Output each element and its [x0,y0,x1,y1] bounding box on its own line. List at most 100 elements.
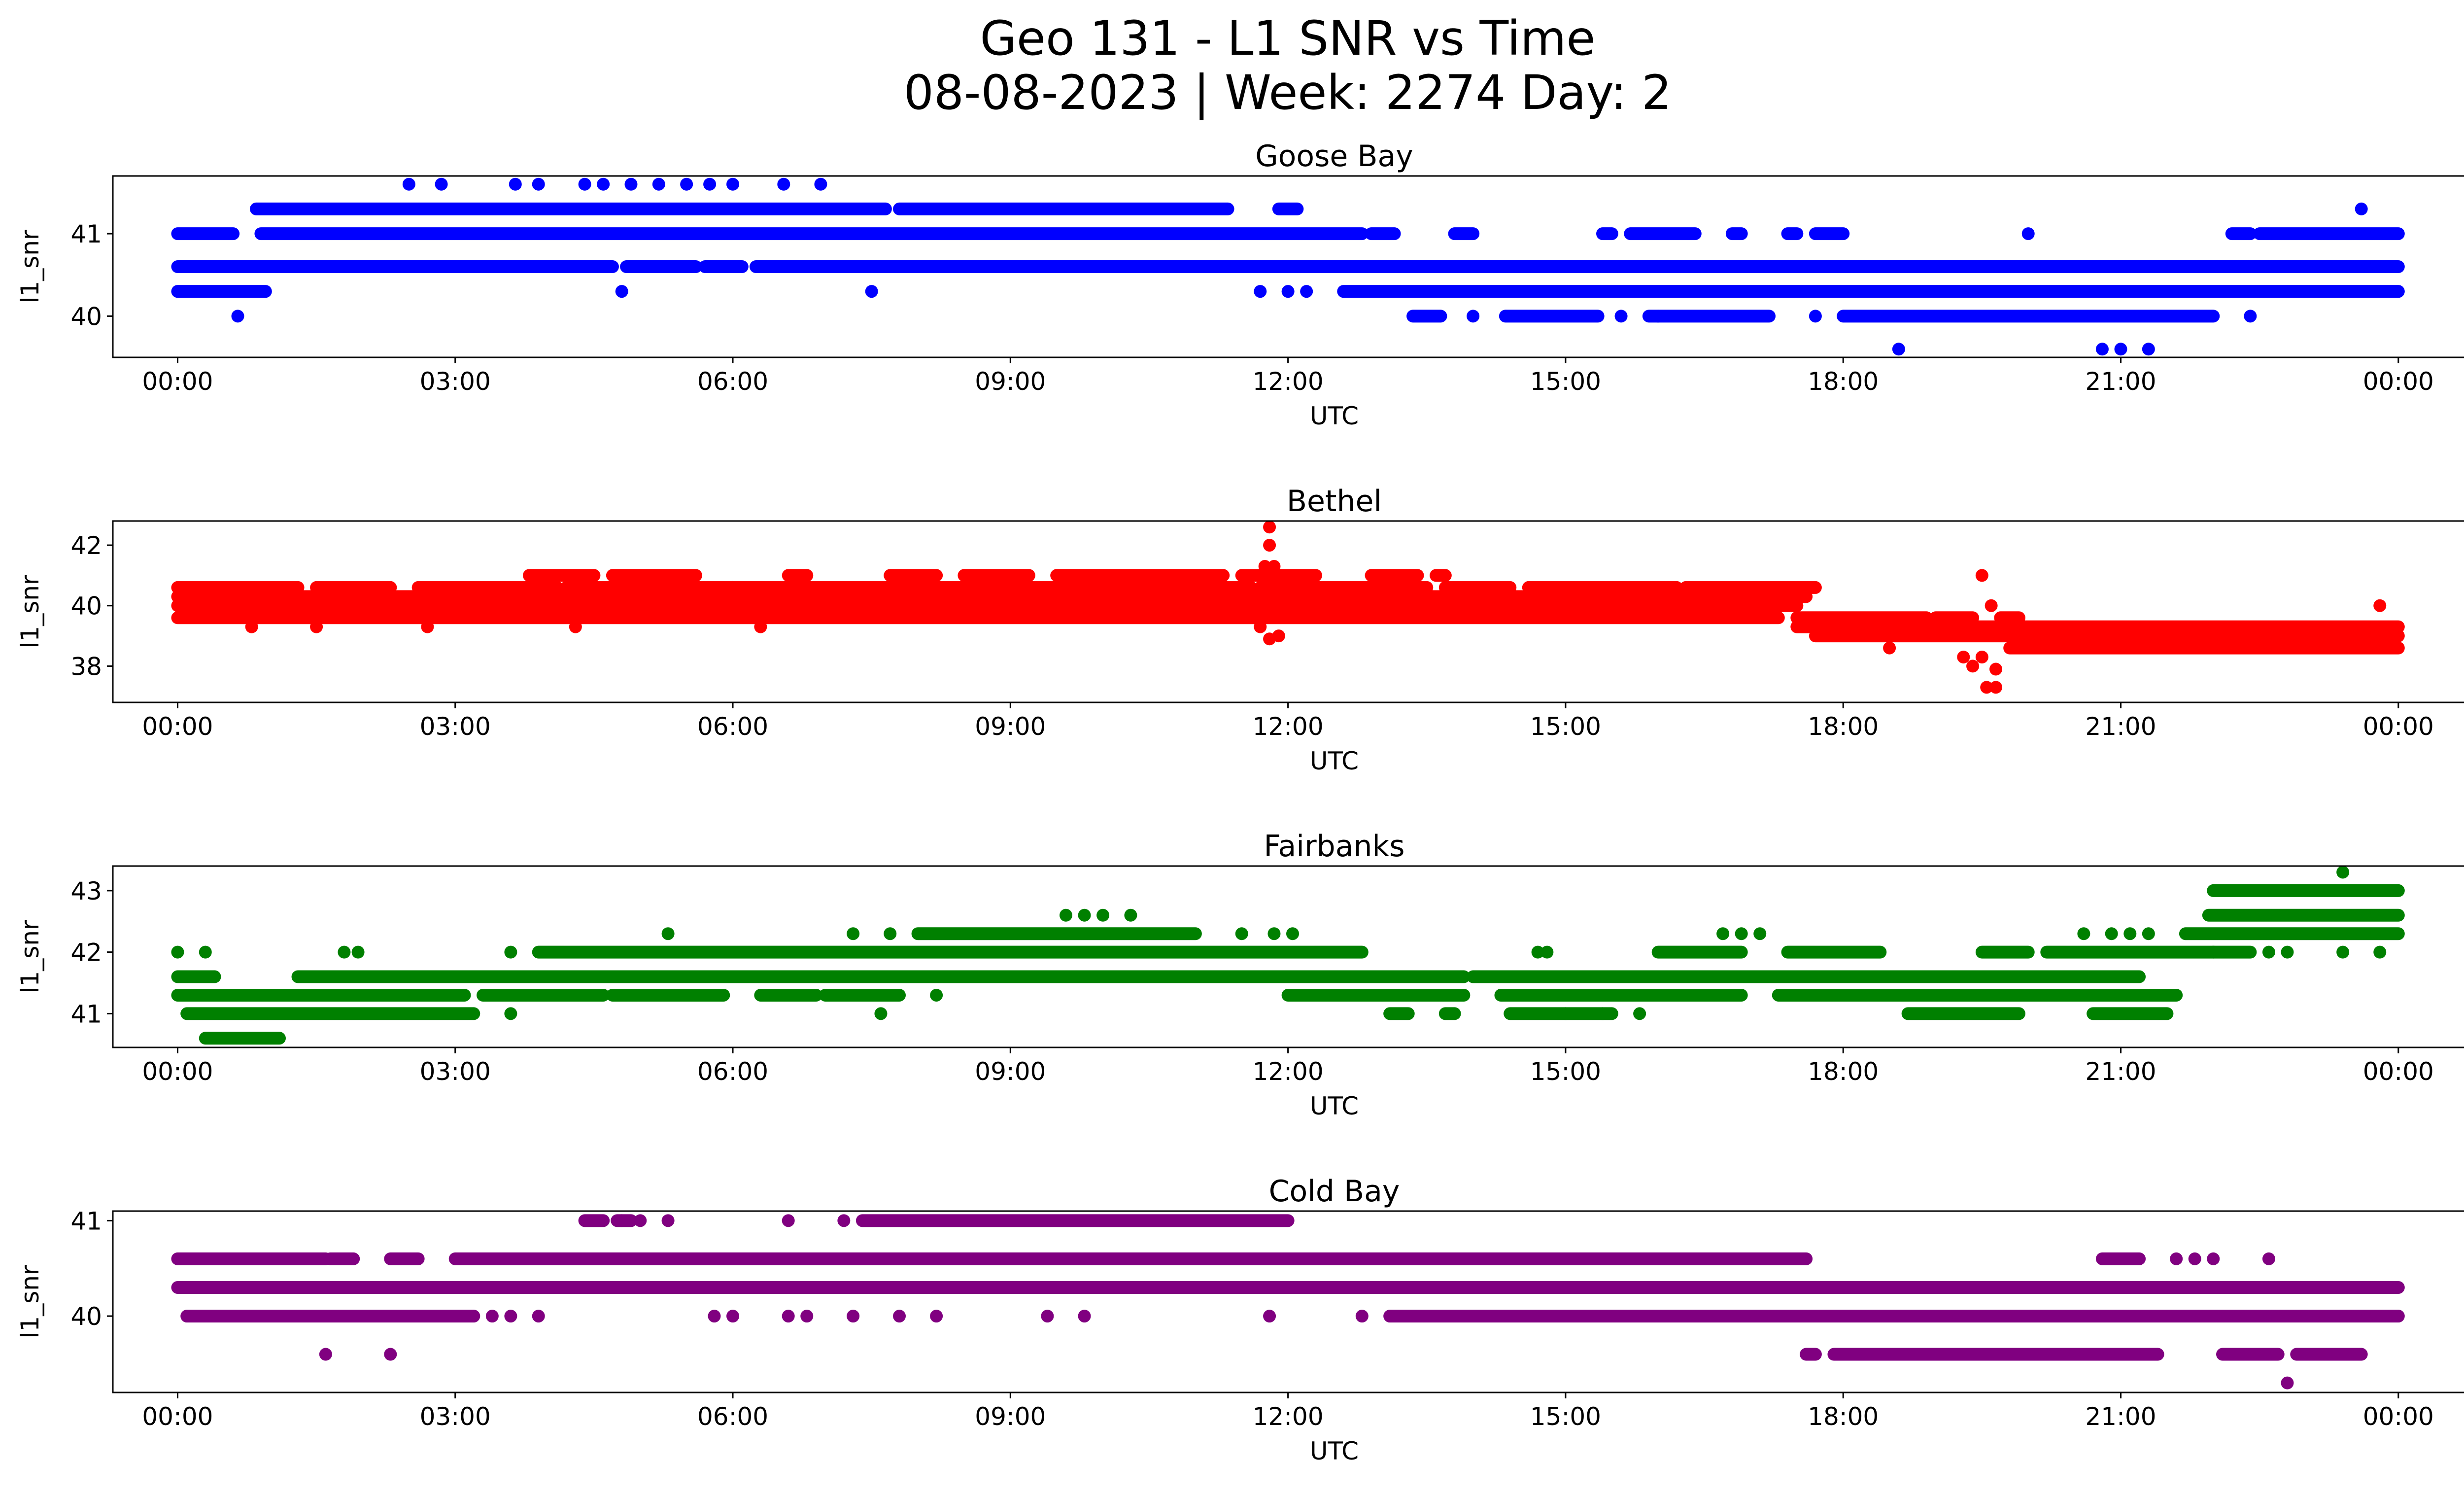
y-tick-label: 40 [70,592,102,621]
x-tick-label: 06:00 [697,1057,768,1086]
data-point [435,177,448,191]
data-point [847,1310,860,1323]
data-point [2207,945,2220,959]
data-point [199,945,212,959]
data-point [1267,560,1281,573]
data-point [1735,927,1748,940]
data-point [504,1310,517,1323]
data-point [2244,310,2257,323]
x-axis-label: UTC [1310,1437,1359,1465]
plot-frame [112,1210,2464,1393]
x-tick-label: 03:00 [420,1057,491,1086]
data-point [1124,908,1137,922]
x-tick-label: 06:00 [697,367,768,396]
x-tick-label: 00:00 [142,367,213,396]
data-point [1531,945,1544,959]
data-point [509,177,522,191]
x-tick-label: 18:00 [1808,1402,1879,1431]
x-tick-label: 12:00 [1253,367,1324,396]
x-axis-label: UTC [1310,1092,1359,1120]
x-tick-label: 03:00 [420,712,491,741]
data-point [652,177,665,191]
x-tick-label: 09:00 [975,1402,1046,1431]
data-point [171,945,184,959]
data-point [384,1348,397,1361]
x-tick-label: 00:00 [142,712,213,741]
data-point [402,177,415,191]
data-point [847,927,860,940]
data-point [1286,927,1300,940]
data-point [2123,927,2137,940]
data-point [1985,1310,1998,1323]
data-point [2207,1252,2220,1265]
x-tick-label: 12:00 [1253,1057,1324,1086]
data-point [615,285,628,298]
data-point [2021,1310,2035,1323]
data-point [680,177,693,191]
data-point [2142,927,2155,940]
data-point [1267,927,1281,940]
x-tick-label: 00:00 [142,1057,213,1086]
data-point [1753,927,1767,940]
data-point [782,1214,795,1227]
data-point [1467,310,1480,323]
data-point [1041,1310,1054,1323]
x-axis-label: UTC [1310,402,1359,430]
data-point [2077,927,2090,940]
data-point [504,945,517,959]
data-point [2262,945,2275,959]
data-point [930,988,943,1002]
x-tick-label: 15:00 [1530,712,1601,741]
data-point [661,1214,675,1227]
x-tick-label: 21:00 [2085,367,2156,396]
data-point [2281,1376,2294,1390]
x-tick-label: 18:00 [1808,1057,1879,1086]
data-point [421,620,434,633]
data-point [231,310,244,323]
data-point [800,1310,814,1323]
data-point [874,1007,888,1020]
data-point [703,177,717,191]
x-tick-label: 09:00 [975,367,1046,396]
data-point [1989,662,2003,676]
data-point [1263,521,1276,534]
data-point [2373,599,2387,612]
subplot-title: Cold Bay [1269,1174,1400,1209]
data-point [2170,1252,2183,1265]
subplot-title: Goose Bay [1255,139,1413,174]
y-axis-label: l1_snr [16,575,44,648]
x-tick-label: 00:00 [2363,367,2434,396]
data-point [726,177,740,191]
data-point [2188,1252,2201,1265]
y-tick-label: 42 [70,939,102,967]
y-tick-label: 38 [70,652,102,681]
data-point [1614,310,1628,323]
y-tick-label: 41 [70,1207,102,1235]
data-point [504,1007,517,1020]
data-point [837,1214,851,1227]
data-point [1096,908,1110,922]
data-point [884,927,897,940]
data-point [1596,1007,1609,1020]
data-point [1651,310,1665,323]
data-point [2114,343,2127,356]
x-tick-label: 12:00 [1253,712,1324,741]
x-tick-label: 06:00 [697,1402,768,1431]
data-point [2373,945,2387,959]
x-tick-label: 18:00 [1808,367,1879,396]
figure-title: Geo 131 - L1 SNR vs Time [980,11,1596,66]
y-tick-label: 41 [70,1000,102,1028]
data-point [2142,343,2155,356]
data-point [485,1310,499,1323]
data-points [171,177,2405,356]
y-tick-label: 42 [70,531,102,560]
data-point [1957,651,1970,663]
data-point [1540,945,1554,959]
data-point [754,620,767,633]
data-point [1263,1310,1276,1323]
x-tick-label: 03:00 [420,1402,491,1431]
subplot-bethel: Bethel 00:00 03:00 06:00 09:00 12:00 15:00 18:0… [16,484,2464,775]
data-point [1980,681,1993,694]
